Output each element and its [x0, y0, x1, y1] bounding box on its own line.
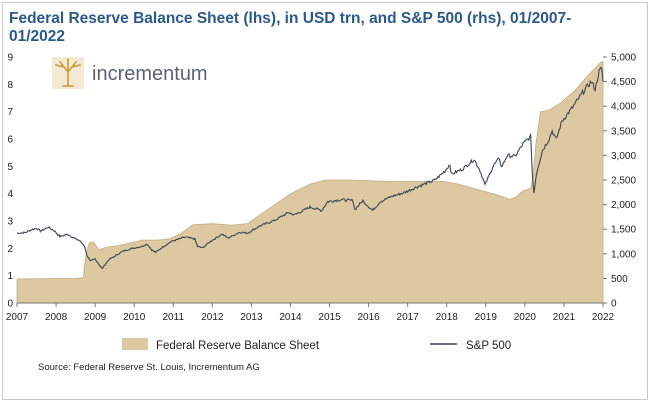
left-tick-label-2: 2: [7, 244, 13, 255]
left-tick-label-1: 1: [7, 271, 13, 282]
right-tick-label-0: 0: [611, 299, 617, 310]
x-tick-label-2015: 2015: [318, 312, 341, 323]
right-tick-label-2000: 2,000: [611, 200, 636, 211]
x-tick-label-2010: 2010: [123, 312, 146, 323]
right-tick-label-3000: 3,000: [611, 151, 636, 162]
x-tick-label-2017: 2017: [397, 312, 420, 323]
x-tick-label-2007: 2007: [6, 312, 29, 323]
left-tick-label-9: 9: [7, 53, 13, 64]
right-axis-ticks: 0 500 1,000 1,500 2,000 2,500 3,000 3,500 4,000 4…: [603, 53, 636, 310]
left-tick-label-3: 3: [7, 217, 13, 228]
left-axis-ticks: 0 1 2 3 4 5 6 7 8 9: [7, 53, 13, 310]
left-tick-label-6: 6: [7, 135, 13, 146]
x-axis-ticks: 2007 2008 2009 2010 2011 2012 2013 2014 2015 2016…: [6, 303, 615, 323]
right-tick-label-3500: 3,500: [611, 126, 636, 137]
legend-swatch-fed: [122, 338, 148, 350]
x-tick-label-2009: 2009: [84, 312, 107, 323]
x-tick-label-2012: 2012: [201, 312, 224, 323]
legend-label-sp500: S&P 500: [466, 340, 511, 352]
left-tick-label-5: 5: [7, 162, 13, 173]
x-tick-label-2008: 2008: [45, 312, 68, 323]
x-tick-label-2014: 2014: [279, 312, 302, 323]
sp500-line: [16, 66, 604, 270]
legend-item-fed: Federal Reserve Balance Sheet: [122, 338, 320, 352]
x-tick-label-2019: 2019: [475, 312, 498, 323]
fed-balance-sheet-area: [16, 60, 604, 304]
right-tick-label-1000: 1,000: [611, 249, 636, 260]
left-tick-label-0: 0: [7, 299, 13, 310]
x-tick-label-2020: 2020: [514, 312, 537, 323]
x-tick-label-2018: 2018: [436, 312, 459, 323]
right-tick-label-500: 500: [611, 274, 628, 285]
left-tick-label-8: 8: [7, 80, 13, 91]
legend-label-fed: Federal Reserve Balance Sheet: [156, 340, 320, 352]
sp500-line-path: [16, 66, 604, 270]
tree-icon: [55, 58, 81, 87]
legend-item-sp500: S&P 500: [430, 340, 511, 352]
source-note: Source: Federal Reserve St. Louis, Incre…: [38, 362, 260, 373]
x-tick-label-2022: 2022: [592, 312, 615, 323]
left-tick-label-7: 7: [7, 107, 13, 118]
fed-area-path: [16, 60, 604, 304]
logo-text: incrementum: [92, 63, 208, 85]
right-tick-label-5000: 5,000: [611, 53, 636, 64]
right-tick-label-4500: 4,500: [611, 77, 636, 88]
chart-title: Federal Reserve Balance Sheet (lhs), in …: [9, 10, 572, 45]
x-tick-label-2021: 2021: [553, 312, 576, 323]
left-tick-label-4: 4: [7, 189, 13, 200]
right-tick-label-4000: 4,000: [611, 102, 636, 113]
right-tick-label-2500: 2,500: [611, 176, 636, 187]
incrementum-logo: incrementum: [52, 57, 208, 89]
x-tick-label-2013: 2013: [240, 312, 263, 323]
legend: Federal Reserve Balance Sheet S&P 500: [122, 338, 511, 352]
x-tick-label-2011: 2011: [163, 312, 185, 323]
x-tick-label-2016: 2016: [357, 312, 380, 323]
right-tick-label-1500: 1,500: [611, 225, 636, 236]
